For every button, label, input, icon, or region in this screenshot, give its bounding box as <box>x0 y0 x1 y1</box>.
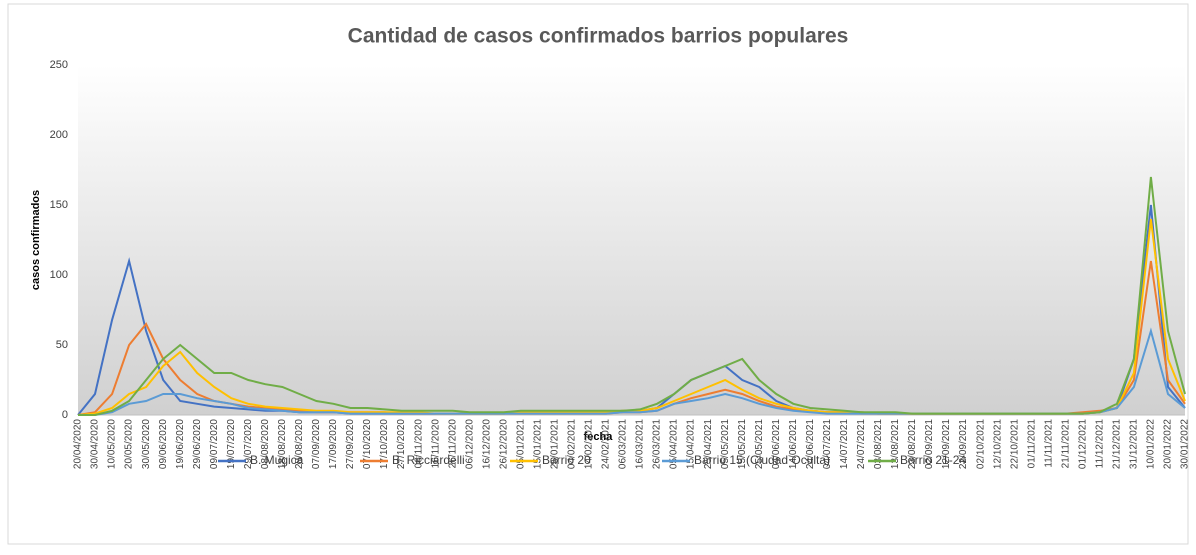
x-tick-label: 03/08/2021 <box>873 419 884 469</box>
x-tick-label: 12/09/2021 <box>941 419 952 469</box>
x-tick-label: 17/09/2020 <box>328 419 339 469</box>
x-tick-label: 22/10/2021 <box>1009 419 1020 469</box>
x-tick-label: 18/08/2020 <box>277 419 288 469</box>
x-tick-label: 11/11/2021 <box>1043 419 1054 468</box>
x-tick-label: 06/12/2020 <box>464 419 475 469</box>
x-tick-label: 23/08/2021 <box>907 419 918 469</box>
x-tick-label: 25/04/2021 <box>703 419 714 469</box>
x-tick-label: 31/12/2021 <box>1129 419 1140 469</box>
y-tick-label: 150 <box>50 199 68 211</box>
x-tick-label: 22/09/2021 <box>958 419 969 469</box>
x-tick-label: 10/05/2020 <box>107 419 118 469</box>
x-tick-label: 05/05/2021 <box>720 419 731 469</box>
x-tick-label: 25/05/2021 <box>754 419 765 469</box>
x-axis-title: fecha <box>584 431 614 443</box>
x-tick-label: 17/10/2020 <box>379 419 390 469</box>
legend-label: B. Mugica <box>250 453 304 467</box>
y-tick-label: 200 <box>50 129 68 141</box>
x-tick-label: 29/07/2020 <box>243 419 254 469</box>
x-tick-label: 04/02/2021 <box>567 419 578 469</box>
x-tick-label: 24/06/2021 <box>805 419 816 469</box>
x-tick-label: 28/08/2020 <box>294 419 305 469</box>
x-tick-label: 09/07/2020 <box>209 419 220 469</box>
x-tick-label: 01/12/2021 <box>1077 419 1088 469</box>
x-tick-label: 15/05/2021 <box>737 419 748 469</box>
x-tick-label: 30/04/2020 <box>90 419 101 469</box>
x-tick-label: 13/08/2021 <box>890 419 901 469</box>
x-tick-label: 21/11/2021 <box>1060 419 1071 469</box>
x-tick-label: 06/03/2021 <box>618 419 629 469</box>
x-tick-label: 14/02/2021 <box>584 419 595 469</box>
x-tick-label: 04/06/2021 <box>771 419 782 469</box>
y-tick-label: 50 <box>56 339 68 351</box>
y-axis-title: casos confirmados <box>30 190 42 290</box>
y-tick-label: 100 <box>50 269 68 281</box>
x-tick-label: 26/11/2020 <box>447 419 458 469</box>
x-tick-label: 15/01/2021 <box>532 419 543 469</box>
x-tick-label: 04/07/2021 <box>822 419 833 469</box>
x-tick-label: 24/07/2021 <box>856 419 867 469</box>
legend-label: Barrio 20 <box>542 453 591 467</box>
x-tick-label: 02/10/2021 <box>975 419 986 469</box>
x-tick-label: 20/01/2022 <box>1163 419 1174 469</box>
x-tick-label: 05/04/2021 <box>669 419 680 469</box>
legend-label: Barrio 21-24 <box>900 453 966 467</box>
x-tick-label: 06/11/2020 <box>413 419 424 469</box>
x-tick-label: 27/09/2020 <box>345 419 356 469</box>
x-tick-label: 09/06/2020 <box>158 419 169 469</box>
y-tick-label: 250 <box>50 59 68 71</box>
x-tick-label: 25/01/2021 <box>550 419 561 469</box>
x-tick-label: 30/05/2020 <box>141 419 152 469</box>
x-tick-label: 27/10/2020 <box>396 419 407 469</box>
chart-title: Cantidad de casos confirmados barrios po… <box>348 25 849 48</box>
x-tick-label: 01/11/2021 <box>1026 419 1037 469</box>
x-tick-label: 02/09/2021 <box>924 419 935 469</box>
x-tick-label: 20/05/2020 <box>124 419 135 469</box>
x-tick-label: 26/03/2021 <box>652 419 663 469</box>
plot-area <box>78 65 1185 415</box>
x-tick-label: 14/06/2021 <box>788 419 799 469</box>
x-tick-label: 26/12/2020 <box>498 419 509 469</box>
x-tick-label: 16/03/2021 <box>635 419 646 469</box>
x-tick-label: 16/11/2020 <box>430 419 441 469</box>
legend-label: Barrio 15 (Ciudad Oculta) <box>694 453 830 467</box>
x-tick-label: 07/09/2020 <box>311 419 322 469</box>
x-tick-label: 20/04/2020 <box>73 419 84 469</box>
x-tick-label: 05/01/2021 <box>515 419 526 469</box>
legend-label: B. Ricciardelli <box>392 453 465 467</box>
x-tick-label: 15/04/2021 <box>686 419 697 469</box>
series-line <box>78 176 1186 416</box>
x-tick-label: 11/12/2021 <box>1094 419 1105 469</box>
y-tick-label: 0 <box>62 409 68 421</box>
x-tick-label: 29/06/2020 <box>192 419 203 469</box>
x-tick-label: 08/08/2020 <box>260 419 271 469</box>
x-tick-label: 12/10/2021 <box>992 419 1003 469</box>
x-tick-label: 19/07/2020 <box>226 419 237 469</box>
x-tick-label: 10/01/2022 <box>1146 419 1157 469</box>
x-tick-label: 21/12/2021 <box>1112 419 1123 469</box>
x-tick-label: 14/07/2021 <box>839 419 850 469</box>
x-tick-label: 30/01/2022 <box>1180 419 1191 469</box>
x-tick-label: 07/10/2020 <box>362 419 373 469</box>
x-tick-label: 16/12/2020 <box>481 419 492 469</box>
x-tick-label: 24/02/2021 <box>601 419 612 469</box>
x-tick-label: 19/06/2020 <box>175 419 186 469</box>
